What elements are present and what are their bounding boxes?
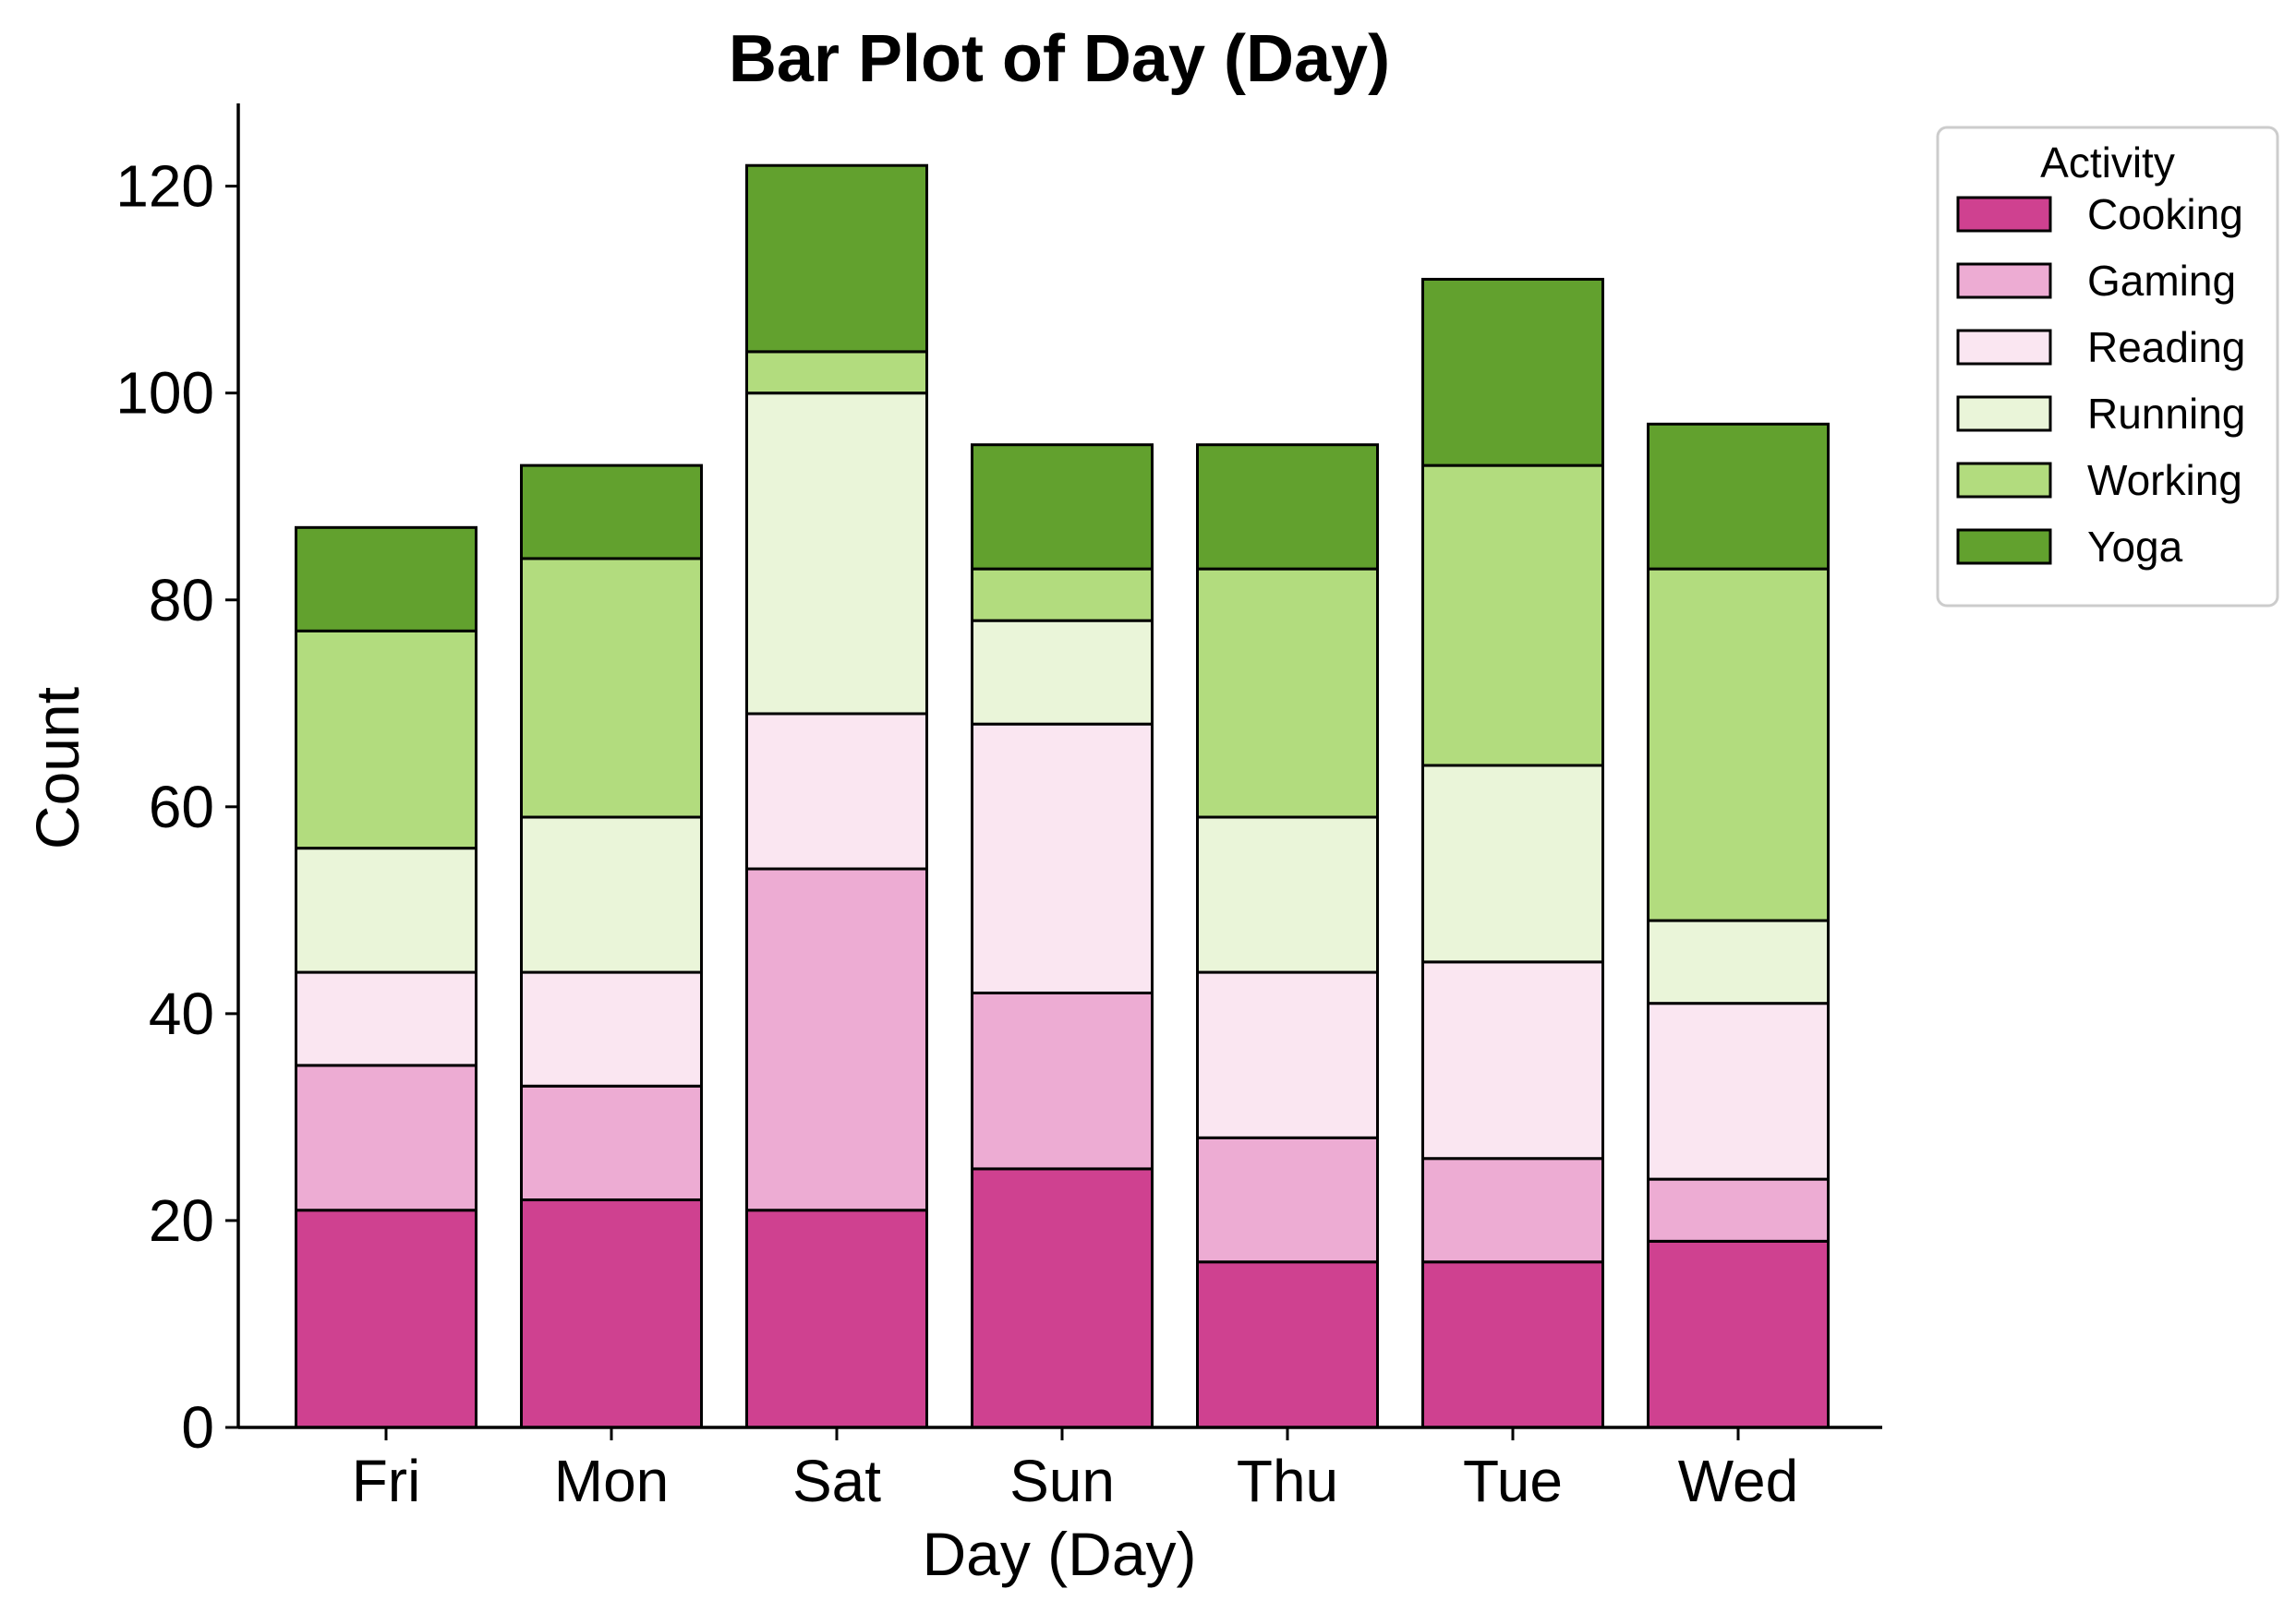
bar-wed-yoga (1647, 422, 1830, 571)
plot-area (295, 163, 1830, 1429)
bar-fri-reading (295, 970, 477, 1067)
bar-mon-running (520, 815, 703, 974)
bar-fri-cooking (295, 1209, 477, 1429)
bar-sat-yoga (745, 163, 928, 354)
y-tick-label-60: 60 (149, 774, 214, 840)
y-axis-label: Count (23, 687, 91, 849)
legend-swatch-working (1956, 462, 2052, 499)
legend-title: Activity (2040, 138, 2175, 187)
y-tick-label-80: 80 (149, 567, 214, 633)
x-tick-label-sun: Sun (1009, 1448, 1115, 1514)
bar-fri-working (295, 629, 477, 850)
legend-item-reading: Reading (1956, 323, 2245, 371)
legend-item-cooking: Cooking (1956, 190, 2243, 238)
y-tick-label-40: 40 (149, 981, 214, 1047)
bar-sat-cooking (745, 1209, 928, 1429)
bar-stack-wed (1647, 422, 1830, 1429)
x-tick-label-sat: Sat (792, 1448, 881, 1514)
legend-label-cooking: Cooking (2087, 190, 2243, 238)
legend-swatch-cooking (1956, 196, 2052, 233)
legend-items: Cooking Gaming Reading Running Working Yoga (1956, 190, 2245, 571)
bar-mon-working (520, 557, 703, 819)
bar-fri-yoga (295, 525, 477, 632)
x-tick-label-thu: Thu (1237, 1448, 1338, 1514)
legend-label-yoga: Yoga (2087, 523, 2183, 571)
bar-sun-gaming (971, 991, 1154, 1171)
bar-thu-gaming (1196, 1136, 1379, 1264)
bar-stack-fri (295, 525, 477, 1429)
legend-label-reading: Reading (2087, 323, 2245, 371)
legend-label-running: Running (2087, 390, 2245, 438)
bar-thu-cooking (1196, 1260, 1379, 1429)
legend-swatch-yoga (1956, 528, 2052, 565)
legend-label-working: Working (2087, 456, 2242, 504)
bar-mon-cooking (520, 1198, 703, 1429)
legend-swatch-gaming (1956, 262, 2052, 299)
legend-item-yoga: Yoga (1956, 523, 2183, 571)
x-tick-label-wed: Wed (1678, 1448, 1798, 1514)
legend-item-working: Working (1956, 456, 2242, 504)
y-tick-label-120: 120 (115, 153, 214, 220)
bar-wed-cooking (1647, 1239, 1830, 1429)
bar-sun-yoga (971, 443, 1154, 571)
bar-mon-yoga (520, 463, 703, 560)
legend-item-running: Running (1956, 390, 2245, 438)
y-tick-label-0: 0 (181, 1394, 214, 1461)
bar-tue-yoga (1421, 277, 1604, 467)
bar-tue-cooking (1421, 1260, 1604, 1429)
x-axis-label: Day (Day) (922, 1520, 1196, 1588)
bar-sat-running (745, 391, 928, 716)
bar-mon-gaming (520, 1084, 703, 1202)
legend-label-gaming: Gaming (2087, 257, 2236, 305)
bar-tue-working (1421, 463, 1604, 767)
y-tick-label-100: 100 (115, 360, 214, 427)
bar-fri-gaming (295, 1064, 477, 1212)
chart-title: Bar Plot of Day (Day) (729, 22, 1390, 96)
bar-stack-mon (520, 463, 703, 1429)
bar-sun-cooking (971, 1167, 1154, 1429)
bar-thu-running (1196, 815, 1379, 974)
bar-thu-yoga (1196, 443, 1379, 571)
legend-swatch-reading (1956, 329, 2052, 366)
bar-sun-working (971, 567, 1154, 622)
legend-item-gaming: Gaming (1956, 257, 2236, 305)
legend: Activity Cooking Gaming Reading Running Work… (1936, 126, 2279, 608)
x-tick-label-tue: Tue (1463, 1448, 1563, 1514)
bar-thu-reading (1196, 970, 1379, 1139)
bar-stack-sat (745, 163, 928, 1429)
bar-mon-reading (520, 970, 703, 1088)
legend-swatch-running (1956, 395, 2052, 432)
y-tick-label-20: 20 (149, 1187, 214, 1254)
bar-wed-running (1647, 919, 1830, 1005)
bar-sun-reading (971, 722, 1154, 994)
bar-stack-sun (971, 443, 1154, 1429)
bar-wed-gaming (1647, 1177, 1830, 1243)
bar-tue-gaming (1421, 1157, 1604, 1264)
x-axis-ticks: Fri Mon Sat Sun Thu Tue Wed (352, 1427, 1798, 1514)
bar-tue-reading (1421, 960, 1604, 1161)
bar-sun-running (971, 619, 1154, 726)
y-axis-ticks: 0 20 40 60 80 100 120 (115, 153, 238, 1461)
bar-sat-gaming (745, 867, 928, 1212)
x-tick-label-mon: Mon (554, 1448, 670, 1514)
bar-fri-running (295, 847, 477, 974)
bar-sat-working (745, 350, 928, 395)
bar-thu-working (1196, 567, 1379, 819)
bar-wed-reading (1647, 1002, 1830, 1181)
x-tick-label-fri: Fri (352, 1448, 421, 1514)
bar-sat-reading (745, 712, 928, 871)
bar-tue-running (1421, 764, 1604, 964)
bar-stack-thu (1196, 443, 1379, 1429)
bar-stack-tue (1421, 277, 1604, 1429)
bar-wed-working (1647, 567, 1830, 922)
